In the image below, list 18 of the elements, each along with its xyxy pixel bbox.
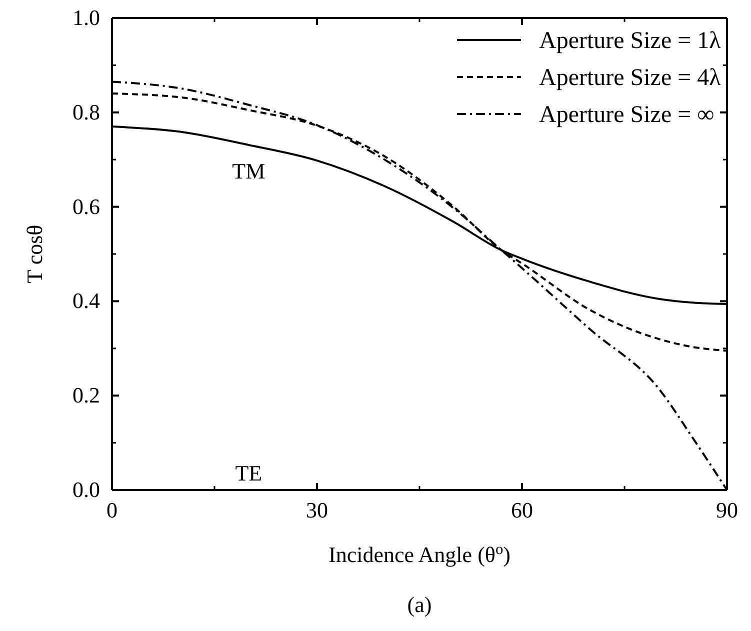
x-tick-label: 30 xyxy=(306,498,328,523)
y-tick-label: 1.0 xyxy=(72,5,100,30)
y-tick-label: 0.4 xyxy=(72,288,100,314)
y-tick-label: 0.6 xyxy=(72,194,100,219)
text: (a) xyxy=(407,592,432,617)
x-axis-title: Incidence Angle (θ$^{o}$) xyxy=(328,540,510,567)
y-tick-label: 0.8 xyxy=(72,99,100,124)
y-tick-label: 0.0 xyxy=(72,477,100,502)
y-tick-label: 0.2 xyxy=(72,382,100,408)
legend-label: Aperture Size = 1λ xyxy=(539,28,722,54)
x-tick-label: 90 xyxy=(716,498,738,523)
annotation: TM xyxy=(232,158,266,184)
legend-label: Aperture Size = ∞ xyxy=(539,102,714,128)
x-tick-label: 0 xyxy=(106,498,118,523)
annotation: TE xyxy=(235,460,262,486)
y-axis-title: T cosθ xyxy=(22,224,47,284)
x-tick-label: 60 xyxy=(511,498,533,523)
legend-label: Aperture Size = 4λ xyxy=(539,65,722,91)
